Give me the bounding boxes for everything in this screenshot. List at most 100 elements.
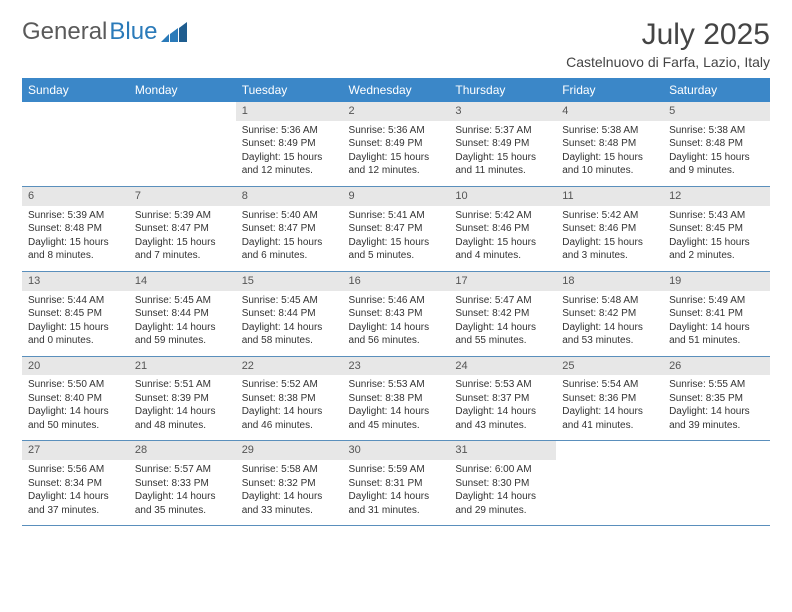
weekday-tue: Tuesday: [236, 78, 343, 102]
daylight-line1: Daylight: 14 hours: [242, 405, 337, 419]
sunset-text: Sunset: 8:37 PM: [455, 392, 550, 406]
day-info: Sunrise: 5:53 AMSunset: 8:37 PMDaylight:…: [449, 375, 556, 440]
sunrise-text: Sunrise: 5:55 AM: [669, 378, 764, 392]
header: GeneralBlue July 2025 Castelnuovo di Far…: [22, 18, 770, 70]
calendar-body: 1Sunrise: 5:36 AMSunset: 8:49 PMDaylight…: [22, 102, 770, 526]
daylight-line1: Daylight: 14 hours: [455, 321, 550, 335]
day-info: Sunrise: 5:36 AMSunset: 8:49 PMDaylight:…: [236, 121, 343, 186]
calendar-cell: 16Sunrise: 5:46 AMSunset: 8:43 PMDayligh…: [343, 271, 450, 356]
day-number: 17: [449, 272, 556, 291]
sunrise-text: Sunrise: 5:53 AM: [455, 378, 550, 392]
daylight-line2: and 39 minutes.: [669, 419, 764, 433]
daylight-line2: and 46 minutes.: [242, 419, 337, 433]
sunrise-text: Sunrise: 5:37 AM: [455, 124, 550, 138]
daylight-line2: and 56 minutes.: [349, 334, 444, 348]
sunrise-text: Sunrise: 5:48 AM: [562, 294, 657, 308]
day-info: Sunrise: 5:47 AMSunset: 8:42 PMDaylight:…: [449, 291, 556, 356]
day-info: Sunrise: 5:44 AMSunset: 8:45 PMDaylight:…: [22, 291, 129, 356]
sunset-text: Sunset: 8:48 PM: [28, 222, 123, 236]
sunset-text: Sunset: 8:31 PM: [349, 477, 444, 491]
sunrise-text: Sunrise: 5:42 AM: [455, 209, 550, 223]
day-number: 27: [22, 441, 129, 460]
weekday-thu: Thursday: [449, 78, 556, 102]
sunset-text: Sunset: 8:47 PM: [349, 222, 444, 236]
calendar-cell: 6 Sunrise: 5:39 AMSunset: 8:48 PMDaylight…: [22, 186, 129, 271]
sunset-text: Sunset: 8:42 PM: [562, 307, 657, 321]
sunrise-text: Sunrise: 5:41 AM: [349, 209, 444, 223]
daylight-line1: Daylight: 14 hours: [455, 405, 550, 419]
day-info: Sunrise: 5:59 AMSunset: 8:31 PMDaylight:…: [343, 460, 450, 525]
day-info: Sunrise: 5:38 AMSunset: 8:48 PMDaylight:…: [556, 121, 663, 186]
logo: GeneralBlue: [22, 18, 187, 46]
day-number: 18: [556, 272, 663, 291]
calendar-cell: [129, 102, 236, 186]
daylight-line1: Daylight: 14 hours: [669, 321, 764, 335]
sunset-text: Sunset: 8:48 PM: [562, 137, 657, 151]
calendar-week-row: 6Sunrise: 5:39 AMSunset: 8:48 PMDaylight…: [22, 186, 770, 271]
sunset-text: Sunset: 8:44 PM: [135, 307, 230, 321]
title-block: July 2025 Castelnuovo di Farfa, Lazio, I…: [566, 18, 770, 70]
sunrise-text: Sunrise: 5:57 AM: [135, 463, 230, 477]
day-number: 12: [663, 187, 770, 206]
day-info: Sunrise: 5:52 AMSunset: 8:38 PMDaylight:…: [236, 375, 343, 440]
daylight-line1: Daylight: 15 hours: [669, 151, 764, 165]
daylight-line1: Daylight: 14 hours: [28, 405, 123, 419]
calendar-cell: 3Sunrise: 5:37 AMSunset: 8:49 PMDaylight…: [449, 102, 556, 186]
day-number: 3: [449, 102, 556, 121]
weekday-wed: Wednesday: [343, 78, 450, 102]
day-number: 1: [236, 102, 343, 121]
daylight-line1: Daylight: 14 hours: [242, 321, 337, 335]
daylight-line2: and 31 minutes.: [349, 504, 444, 518]
calendar-cell: 7Sunrise: 5:39 AMSunset: 8:47 PMDaylight…: [129, 186, 236, 271]
daylight-line2: and 6 minutes.: [242, 249, 337, 263]
calendar-cell: 12Sunrise: 5:43 AMSunset: 8:45 PMDayligh…: [663, 186, 770, 271]
calendar-cell: 5Sunrise: 5:38 AMSunset: 8:48 PMDaylight…: [663, 102, 770, 186]
sunrise-text: Sunrise: 5:46 AM: [349, 294, 444, 308]
day-info: Sunrise: 5:42 AMSunset: 8:46 PMDaylight:…: [449, 206, 556, 271]
day-info: Sunrise: 5:56 AMSunset: 8:34 PMDaylight:…: [22, 460, 129, 525]
day-info: Sunrise: 5:36 AMSunset: 8:49 PMDaylight:…: [343, 121, 450, 186]
day-info: Sunrise: 5:39 AMSunset: 8:47 PMDaylight:…: [129, 206, 236, 271]
day-info: Sunrise: 5:48 AMSunset: 8:42 PMDaylight:…: [556, 291, 663, 356]
daylight-line1: Daylight: 14 hours: [135, 405, 230, 419]
sunset-text: Sunset: 8:46 PM: [562, 222, 657, 236]
calendar-cell: 10Sunrise: 5:42 AMSunset: 8:46 PMDayligh…: [449, 186, 556, 271]
sunset-text: Sunset: 8:41 PM: [669, 307, 764, 321]
calendar-cell: 9Sunrise: 5:41 AMSunset: 8:47 PMDaylight…: [343, 186, 450, 271]
day-info: Sunrise: 5:37 AMSunset: 8:49 PMDaylight:…: [449, 121, 556, 186]
daylight-line2: and 50 minutes.: [28, 419, 123, 433]
sunrise-text: Sunrise: 5:38 AM: [562, 124, 657, 138]
daylight-line2: and 2 minutes.: [669, 249, 764, 263]
daylight-line2: and 12 minutes.: [349, 164, 444, 178]
daylight-line1: Daylight: 14 hours: [28, 490, 123, 504]
calendar-cell: 21Sunrise: 5:51 AMSunset: 8:39 PMDayligh…: [129, 356, 236, 441]
sunrise-text: Sunrise: 5:52 AM: [242, 378, 337, 392]
sunrise-text: Sunrise: 5:39 AM: [28, 209, 123, 223]
day-number: 20: [22, 357, 129, 376]
sunset-text: Sunset: 8:47 PM: [242, 222, 337, 236]
daylight-line1: Daylight: 15 hours: [349, 151, 444, 165]
sunrise-text: Sunrise: 5:49 AM: [669, 294, 764, 308]
daylight-line1: Daylight: 14 hours: [242, 490, 337, 504]
day-number: 9: [343, 187, 450, 206]
calendar-cell: 14Sunrise: 5:45 AMSunset: 8:44 PMDayligh…: [129, 271, 236, 356]
daylight-line1: Daylight: 15 hours: [28, 236, 123, 250]
daylight-line2: and 5 minutes.: [349, 249, 444, 263]
daylight-line2: and 29 minutes.: [455, 504, 550, 518]
calendar-cell: 30Sunrise: 5:59 AMSunset: 8:31 PMDayligh…: [343, 441, 450, 526]
day-number: 19: [663, 272, 770, 291]
daylight-line2: and 10 minutes.: [562, 164, 657, 178]
sunrise-text: Sunrise: 5:59 AM: [349, 463, 444, 477]
calendar-cell: 25Sunrise: 5:54 AMSunset: 8:36 PMDayligh…: [556, 356, 663, 441]
calendar-cell: 23Sunrise: 5:53 AMSunset: 8:38 PMDayligh…: [343, 356, 450, 441]
day-number: 6: [22, 187, 129, 206]
daylight-line1: Daylight: 14 hours: [349, 405, 444, 419]
day-info: Sunrise: 5:57 AMSunset: 8:33 PMDaylight:…: [129, 460, 236, 525]
daylight-line2: and 43 minutes.: [455, 419, 550, 433]
day-number: 2: [343, 102, 450, 121]
sunrise-text: Sunrise: 5:39 AM: [135, 209, 230, 223]
weekday-header-row: Sunday Monday Tuesday Wednesday Thursday…: [22, 78, 770, 102]
sunset-text: Sunset: 8:30 PM: [455, 477, 550, 491]
daylight-line2: and 58 minutes.: [242, 334, 337, 348]
day-info: Sunrise: 5:45 AMSunset: 8:44 PMDaylight:…: [236, 291, 343, 356]
